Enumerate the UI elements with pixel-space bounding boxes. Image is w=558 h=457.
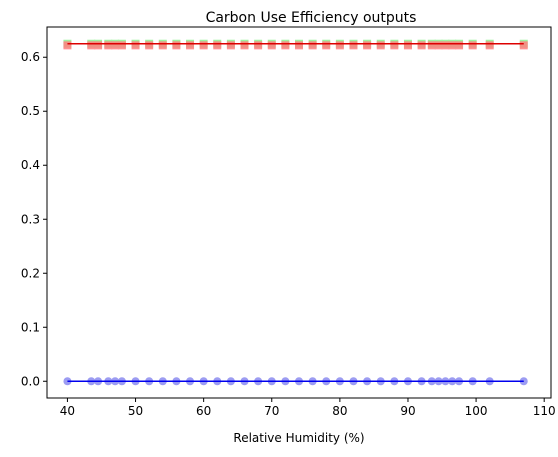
- data-point-square: [322, 41, 331, 50]
- data-point-square: [199, 41, 208, 50]
- data-point-square: [94, 41, 103, 50]
- data-point-square: [172, 41, 181, 50]
- data-point-square: [213, 41, 222, 50]
- x-tick-label: 100: [465, 404, 488, 418]
- x-axis: 40 50 60 70 80 90 100 110: [60, 398, 556, 418]
- data-point-square: [417, 41, 426, 50]
- data-point-square: [468, 41, 477, 50]
- y-axis: 0.0 0.1 0.2 0.3 0.4 0.5 0.6: [21, 50, 47, 388]
- x-tick-label: 110: [533, 404, 556, 418]
- data-point-square: [87, 41, 96, 50]
- data-point-square: [485, 41, 494, 50]
- data-point-square: [226, 41, 235, 50]
- y-tick-label: 0.1: [21, 320, 40, 334]
- y-tick-label: 0.3: [21, 212, 40, 226]
- data-point-square: [335, 41, 344, 50]
- x-tick-label: 40: [60, 404, 75, 418]
- data-point-square: [117, 41, 126, 50]
- x-axis-label: Relative Humidity (%): [233, 431, 364, 445]
- data-point-square: [390, 41, 399, 50]
- y-tick-label: 0.2: [21, 266, 40, 280]
- y-tick-label: 0.5: [21, 104, 40, 118]
- series-1: [63, 41, 528, 50]
- data-point-square: [131, 41, 140, 50]
- data-point-square: [295, 41, 303, 50]
- data-point-square: [308, 41, 317, 50]
- data-point-square: [254, 41, 263, 50]
- data-point-square: [186, 41, 195, 50]
- data-point-square: [63, 41, 72, 50]
- data-point-square: [448, 41, 457, 50]
- x-tick-label: 90: [400, 404, 415, 418]
- data-point-square: [281, 41, 290, 50]
- y-tick-label: 0.0: [21, 374, 40, 388]
- y-tick-label: 0.4: [21, 158, 40, 172]
- data-point-square: [158, 41, 167, 50]
- data-point-square: [403, 41, 412, 50]
- data-point-square: [363, 41, 372, 50]
- x-tick-label: 50: [128, 404, 143, 418]
- x-tick-label: 60: [196, 404, 211, 418]
- data-point-square: [349, 41, 358, 50]
- data-point-square: [376, 41, 385, 50]
- x-tick-label: 80: [332, 404, 347, 418]
- data-point-square: [145, 41, 154, 50]
- y-tick-label: 0.6: [21, 50, 40, 64]
- data-point-square: [104, 41, 113, 50]
- data-point-square: [111, 41, 120, 50]
- data-point-square: [427, 41, 436, 50]
- data-point-square: [434, 41, 443, 50]
- data-point-square: [519, 41, 528, 50]
- axes-frame: [46, 26, 552, 399]
- plot-marks: [63, 39, 528, 386]
- x-tick-label: 70: [264, 404, 279, 418]
- data-point-square: [441, 41, 450, 50]
- data-point-square: [455, 41, 464, 50]
- data-point-square: [267, 41, 276, 50]
- chart-title: Carbon Use Efficiency outputs: [206, 10, 417, 26]
- data-point-square: [240, 41, 249, 50]
